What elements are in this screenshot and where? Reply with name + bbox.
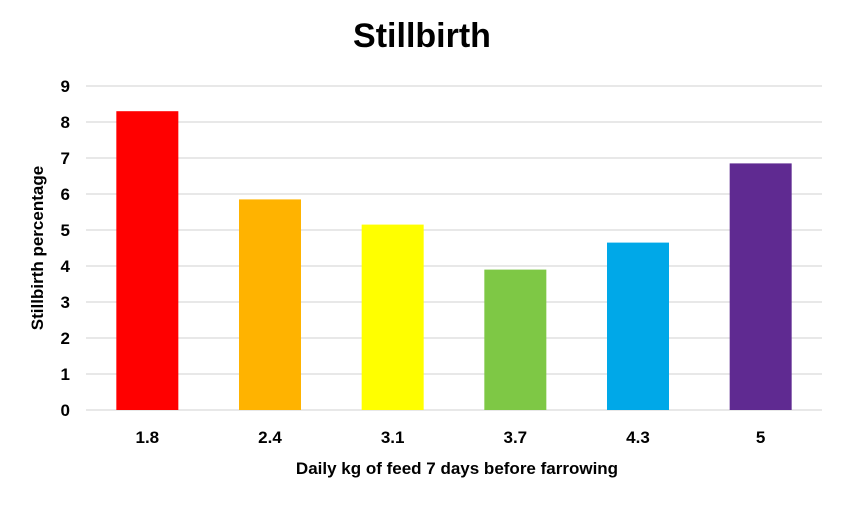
- x-tick-label: 3.1: [381, 428, 405, 447]
- x-tick-label: 5: [756, 428, 765, 447]
- chart-title: Stillbirth: [353, 17, 491, 55]
- y-tick-label: 7: [61, 149, 70, 168]
- x-tick-label: 1.8: [136, 428, 160, 447]
- y-tick-label: 0: [61, 401, 70, 420]
- x-axis-label: Daily kg of feed 7 days before farrowing: [296, 459, 618, 478]
- bar-2.4: [239, 199, 301, 410]
- bar-5: [729, 163, 792, 410]
- bar-4.3: [607, 242, 669, 410]
- bar-3.1: [361, 224, 424, 410]
- bar-3.7: [484, 269, 547, 410]
- y-tick-label: 3: [61, 293, 70, 312]
- x-tick-label: 4.3: [626, 428, 650, 447]
- y-tick-label: 9: [61, 77, 70, 96]
- bars: [116, 111, 792, 410]
- y-axis-ticks: 0 1 2 3 4 5 6 7 8 9: [61, 77, 71, 420]
- x-axis-ticks: 1.8 2.4 3.1 3.7 4.3 5: [136, 428, 766, 447]
- bar-1.8: [116, 111, 179, 410]
- gridlines: [86, 85, 822, 411]
- y-tick-label: 5: [61, 221, 70, 240]
- y-tick-label: 6: [61, 185, 70, 204]
- y-tick-label: 8: [61, 113, 70, 132]
- x-tick-label: 2.4: [258, 428, 282, 447]
- x-tick-label: 3.7: [504, 428, 528, 447]
- y-tick-label: 4: [61, 257, 71, 276]
- y-axis-label: Stillbirth percentage: [28, 166, 47, 330]
- y-tick-label: 2: [61, 329, 70, 348]
- y-tick-label: 1: [61, 365, 70, 384]
